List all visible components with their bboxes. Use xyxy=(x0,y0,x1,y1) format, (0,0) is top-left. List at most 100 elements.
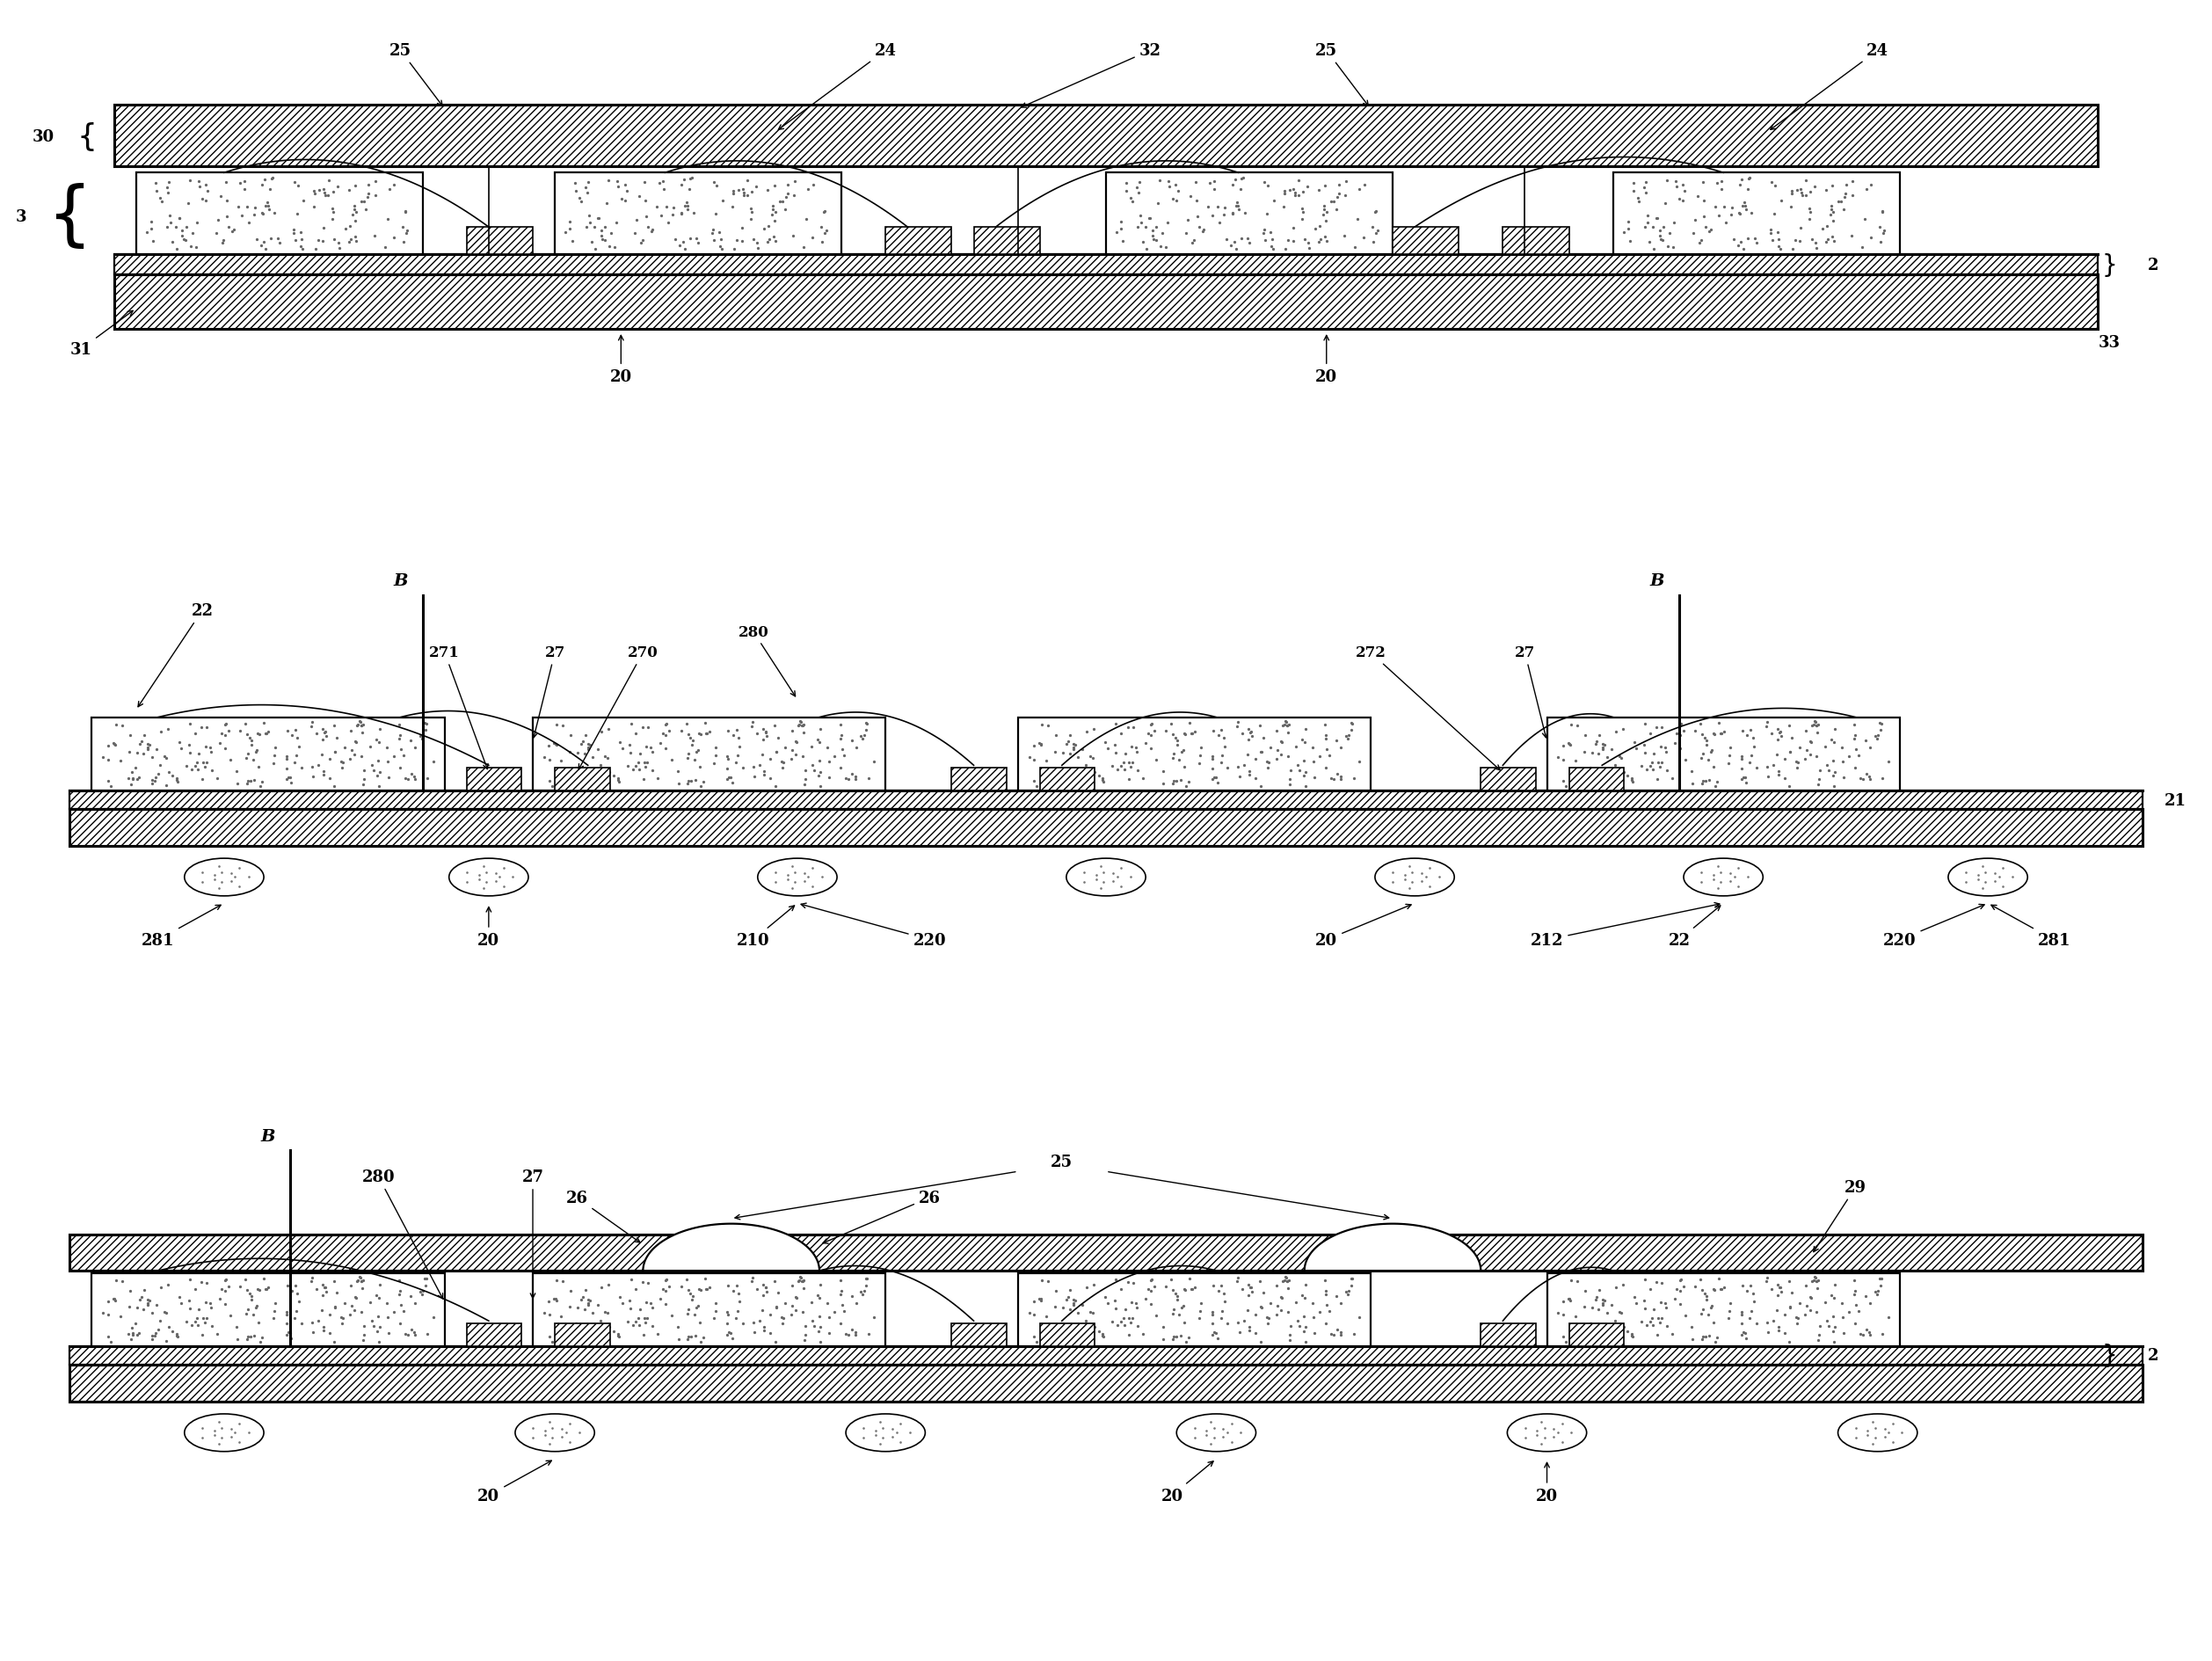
Point xyxy=(307,719,343,746)
Point xyxy=(1055,1291,1091,1317)
Point xyxy=(135,1325,170,1352)
Point xyxy=(1686,741,1721,767)
Point xyxy=(305,1314,341,1340)
Point xyxy=(555,766,591,792)
Point xyxy=(1051,729,1086,756)
Point xyxy=(1194,203,1230,229)
Point xyxy=(1540,744,1575,771)
Point xyxy=(564,1284,599,1311)
Point xyxy=(394,761,429,787)
Point xyxy=(1252,219,1287,246)
Point xyxy=(1814,193,1849,219)
Point xyxy=(1221,196,1256,223)
Point xyxy=(1860,1277,1896,1304)
Point xyxy=(1259,718,1294,744)
Point xyxy=(1712,1291,1747,1317)
Point xyxy=(1334,718,1369,744)
Point xyxy=(383,1311,418,1337)
Point xyxy=(316,713,352,739)
Point xyxy=(1099,756,1135,782)
Point xyxy=(1243,1294,1279,1320)
Point xyxy=(1148,234,1183,261)
Point xyxy=(657,228,692,254)
Point xyxy=(1115,189,1150,216)
Point xyxy=(1546,1302,1582,1329)
Point xyxy=(748,719,783,746)
Point xyxy=(376,171,411,198)
Point xyxy=(210,204,246,231)
Point xyxy=(1166,721,1201,747)
Point xyxy=(571,1291,606,1317)
Point xyxy=(296,1319,332,1345)
Point xyxy=(1234,719,1270,746)
Bar xyxy=(71,809,2141,845)
Point xyxy=(1858,1279,1893,1306)
Point xyxy=(345,713,380,739)
Point xyxy=(1725,1272,1761,1299)
Point xyxy=(1688,1281,1723,1307)
Point xyxy=(407,1266,442,1292)
Point xyxy=(1838,1311,1874,1337)
Point xyxy=(785,1299,821,1325)
Point xyxy=(336,742,372,769)
Point xyxy=(1252,749,1287,776)
Point xyxy=(246,201,281,228)
Point xyxy=(1854,224,1889,251)
Point xyxy=(1686,204,1721,231)
Point xyxy=(1040,1314,1075,1340)
Point xyxy=(675,201,710,228)
Point xyxy=(1272,1267,1307,1294)
Point xyxy=(1327,169,1363,196)
Point xyxy=(1825,749,1860,776)
Point xyxy=(1840,1297,1876,1324)
Point xyxy=(1801,1267,1836,1294)
Point xyxy=(1312,742,1347,769)
Point xyxy=(630,1304,666,1330)
Point xyxy=(752,766,787,792)
Point xyxy=(270,1302,305,1329)
Text: 20: 20 xyxy=(1316,905,1411,948)
Point xyxy=(1126,1320,1161,1347)
Point xyxy=(369,1304,405,1330)
Text: 25: 25 xyxy=(1051,1154,1073,1169)
Point xyxy=(1796,713,1832,739)
Point xyxy=(1060,1322,1095,1349)
Point xyxy=(1281,757,1316,784)
Point xyxy=(794,734,830,761)
Point xyxy=(1632,752,1668,779)
Point xyxy=(1015,1289,1051,1316)
Point xyxy=(745,726,781,752)
Point xyxy=(1728,1325,1763,1352)
Point xyxy=(111,739,146,766)
Point xyxy=(630,749,666,776)
Point xyxy=(164,218,199,244)
Point xyxy=(588,742,624,769)
Point xyxy=(230,1324,265,1350)
Point xyxy=(150,716,186,742)
Point xyxy=(1851,1319,1887,1345)
Point xyxy=(223,718,259,744)
Point xyxy=(544,747,580,774)
Point xyxy=(137,1320,173,1347)
Point xyxy=(1863,709,1898,736)
Text: 22: 22 xyxy=(1668,905,1721,948)
Point xyxy=(679,226,714,252)
Point xyxy=(1747,1269,1783,1296)
Point xyxy=(93,772,128,799)
Point xyxy=(181,1296,217,1322)
Point xyxy=(1575,1296,1610,1322)
Point xyxy=(201,208,237,234)
Point xyxy=(1843,766,1878,792)
Point xyxy=(257,751,292,777)
Point xyxy=(1577,1320,1613,1347)
Point xyxy=(383,736,418,762)
Point xyxy=(319,1281,354,1307)
Point xyxy=(677,1322,712,1349)
Point xyxy=(1754,221,1790,247)
Point xyxy=(1546,1324,1582,1350)
Point xyxy=(248,1276,283,1302)
Point xyxy=(352,181,387,208)
Point xyxy=(1697,721,1732,747)
Point xyxy=(553,209,588,236)
Point xyxy=(159,767,195,794)
